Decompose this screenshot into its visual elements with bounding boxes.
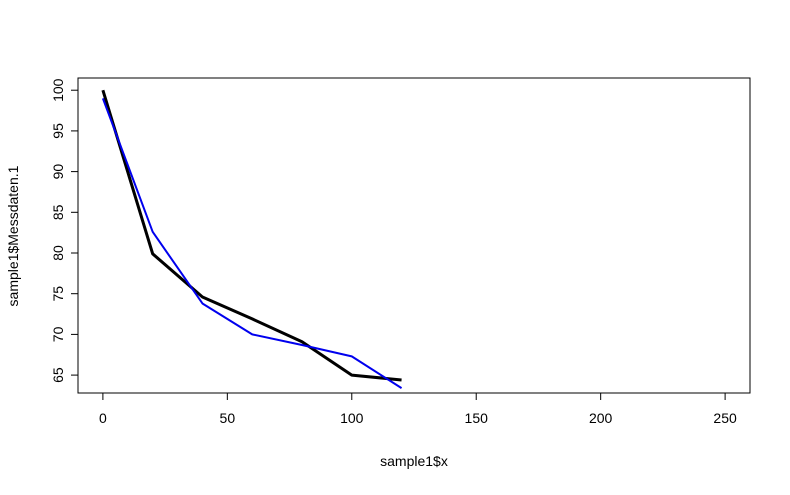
y-tick-label: 100 [50,78,66,102]
x-tick-label: 250 [713,410,737,426]
x-tick-label: 200 [589,410,613,426]
y-tick-label: 75 [50,286,66,302]
x-axis-label: sample1$x [380,453,448,469]
y-tick-label: 80 [50,245,66,261]
y-tick-label: 65 [50,367,66,383]
x-tick-label: 150 [465,410,489,426]
y-tick-label: 70 [50,326,66,342]
x-tick-label: 50 [220,410,236,426]
x-tick-label: 0 [99,410,107,426]
series-line [101,97,403,389]
y-tick-label: 90 [50,164,66,180]
series-line [101,89,402,382]
y-tick-label: 95 [50,123,66,139]
y-tick-label: 85 [50,204,66,220]
x-tick-label: 100 [340,410,364,426]
y-axis-label: sample1$Messdaten.1 [5,165,21,306]
plot-box [77,77,751,394]
